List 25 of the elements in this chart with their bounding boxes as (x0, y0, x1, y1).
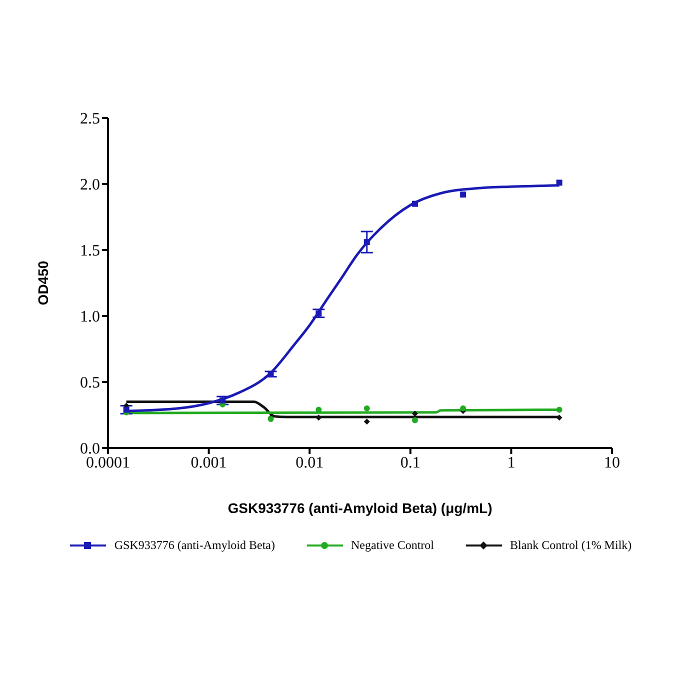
x-tick-label: 10 (604, 454, 620, 472)
x-tick-label: 0.001 (190, 454, 227, 472)
point (364, 405, 370, 412)
point (460, 405, 466, 412)
point (412, 200, 418, 207)
y-tick-label: 2.0 (80, 176, 100, 194)
x-tick-label: 0.01 (296, 454, 324, 472)
y-tick-label: 0.5 (80, 374, 100, 392)
legend-label: Negative Control (351, 538, 434, 553)
point (220, 397, 226, 404)
legend-label: GSK933776 (anti-Amyloid Beta) (114, 538, 275, 553)
point (364, 418, 370, 425)
x-tick-label: 0.1 (400, 454, 420, 472)
point (316, 414, 322, 421)
y-tick-label: 1.5 (80, 242, 100, 260)
y-tick-label: 2.5 (80, 110, 100, 128)
y-axis-title: OD450 (34, 260, 51, 306)
x-axis-title: GSK933776 (anti-Amyloid Beta) (μg/mL) (228, 500, 492, 516)
point (460, 192, 466, 198)
point (364, 239, 370, 246)
legend-label: Blank Control (1% Milk) (510, 538, 632, 553)
y-tick-label: 1.0 (80, 308, 100, 326)
x-tick-label: 1 (507, 454, 516, 472)
point (412, 417, 418, 424)
point (316, 310, 322, 316)
